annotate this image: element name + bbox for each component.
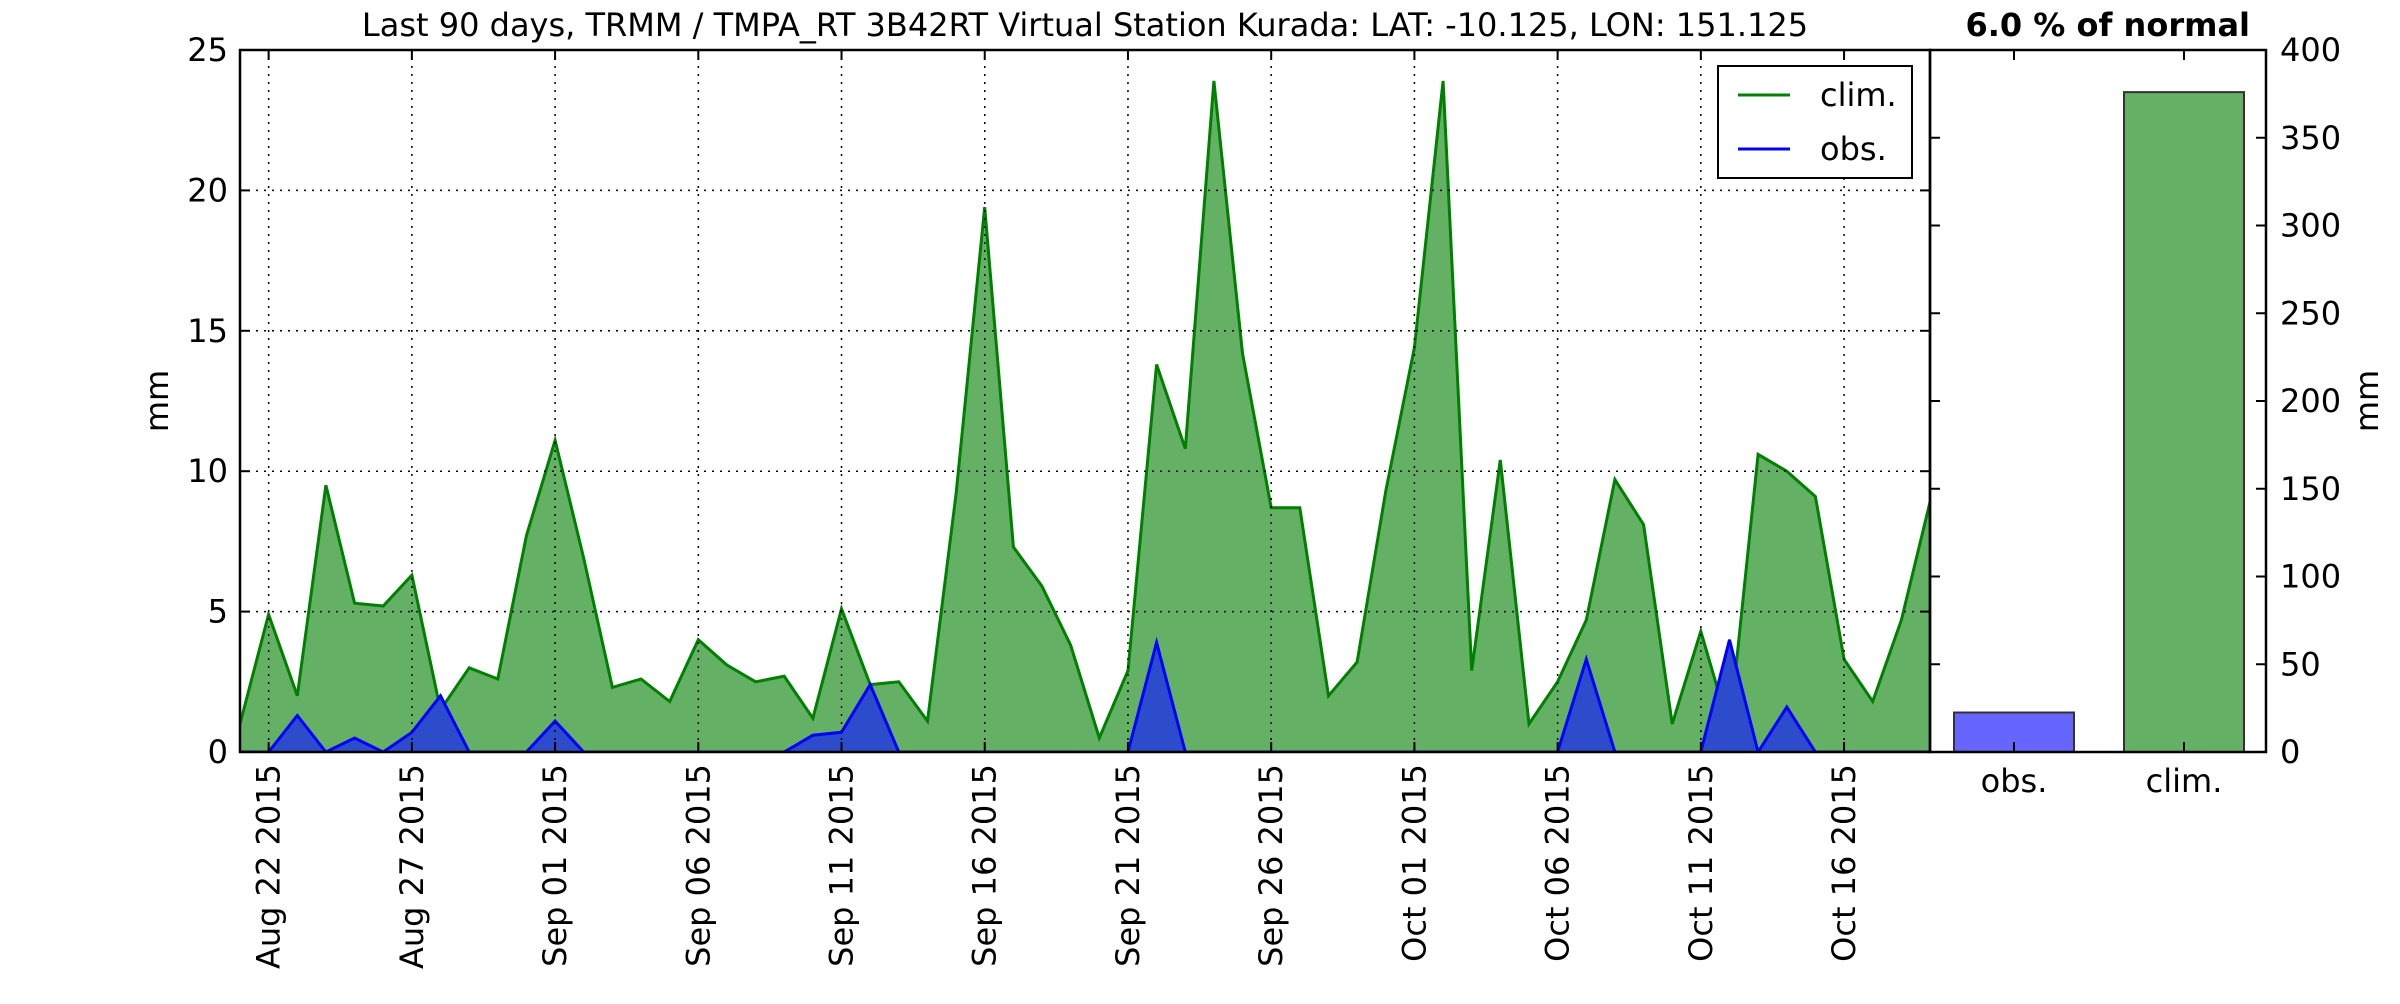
bar-y-tick-label: 350	[2280, 119, 2341, 157]
bar-y-tick-label: 0	[2280, 733, 2300, 771]
bar-obs-label: obs.	[1981, 762, 2048, 800]
main-y-tick-label: 25	[187, 31, 228, 69]
main-plot-frame	[238, 48, 1932, 754]
bar-y-tick-label: 150	[2280, 470, 2341, 508]
main-y-axis-label: mm	[138, 370, 176, 432]
main-x-tick-label: Oct 16 2015	[1825, 764, 1863, 962]
main-x-tick-label: Sep 01 2015	[536, 764, 574, 967]
main-y-tick-label: 20	[187, 171, 228, 209]
bar-clim	[2123, 91, 2245, 754]
main-x-tick-label: Sep 21 2015	[1109, 764, 1147, 967]
bar-y-tick-label: 300	[2280, 207, 2341, 245]
main-y-tick-label: 15	[187, 312, 228, 350]
main-x-tick-label: Oct 01 2015	[1395, 764, 1433, 962]
main-x-tick-label: Aug 22 2015	[250, 764, 288, 969]
main-y-tick-label: 10	[187, 452, 228, 490]
bar-y-tick-label: 400	[2280, 31, 2341, 69]
bar-y-tick-label: 100	[2280, 558, 2341, 596]
main-x-tick-label: Aug 27 2015	[393, 764, 431, 969]
legend-box	[1717, 65, 1913, 179]
main-x-tick-label: Oct 06 2015	[1539, 764, 1577, 962]
bar-y-tick-label: 250	[2280, 294, 2341, 332]
clim-series-line	[240, 80, 1930, 743]
bar-y-tick-label: 200	[2280, 382, 2341, 420]
clim-series-area	[240, 80, 1930, 752]
bar-y-tick-label: 50	[2280, 645, 2321, 683]
main-x-tick-label: Sep 06 2015	[679, 764, 717, 967]
chart-title: Last 90 days, TRMM / TMPA_RT 3B42RT Virt…	[362, 6, 1808, 44]
main-x-tick-label: Sep 16 2015	[966, 764, 1004, 967]
main-x-tick-label: Sep 26 2015	[1252, 764, 1290, 967]
obs-series-area	[240, 639, 1930, 752]
bar-y-axis-label: mm	[2348, 370, 2386, 432]
main-y-tick-label: 0	[208, 733, 228, 771]
legend-clim-label: clim.	[1820, 76, 1897, 114]
main-y-tick-label: 5	[208, 593, 228, 631]
bar-clim-label: clim.	[2146, 762, 2223, 800]
percent-of-normal-text: 6.0 % of normal	[1965, 6, 2250, 44]
main-x-tick-label: Oct 11 2015	[1682, 764, 1720, 962]
legend-obs-label: obs.	[1820, 130, 1887, 168]
main-x-tick-label: Sep 11 2015	[823, 764, 861, 967]
